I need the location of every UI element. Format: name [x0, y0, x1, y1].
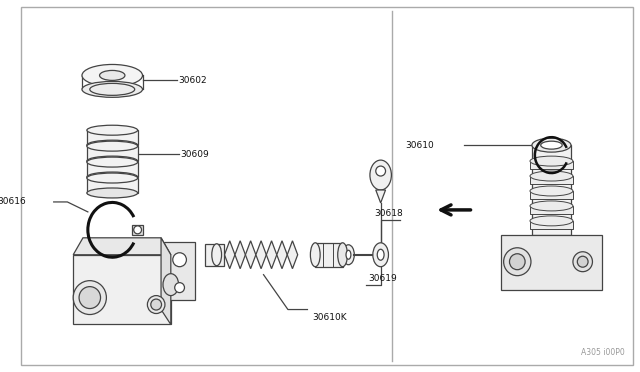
Bar	[530, 161, 573, 169]
Text: 30610K: 30610K	[312, 312, 347, 321]
Text: 30610: 30610	[405, 141, 434, 150]
Bar	[316, 243, 342, 267]
Ellipse shape	[373, 243, 388, 267]
Ellipse shape	[541, 141, 562, 149]
Bar	[532, 145, 571, 235]
Text: A305 i00P0: A305 i00P0	[581, 348, 625, 357]
Bar	[87, 146, 138, 161]
Ellipse shape	[577, 256, 588, 267]
Ellipse shape	[530, 171, 573, 181]
Bar	[530, 221, 573, 229]
Ellipse shape	[87, 125, 138, 135]
Ellipse shape	[87, 173, 138, 183]
Polygon shape	[256, 241, 266, 269]
Text: 30616: 30616	[0, 198, 26, 206]
Polygon shape	[161, 238, 171, 324]
Bar	[132, 225, 143, 235]
Ellipse shape	[87, 156, 138, 166]
Ellipse shape	[573, 252, 593, 272]
Ellipse shape	[82, 81, 143, 97]
Polygon shape	[245, 241, 256, 269]
Bar	[87, 130, 138, 145]
Ellipse shape	[147, 296, 165, 314]
Ellipse shape	[87, 188, 138, 198]
Polygon shape	[266, 241, 276, 269]
Ellipse shape	[530, 186, 573, 196]
Ellipse shape	[532, 138, 571, 152]
Polygon shape	[287, 241, 298, 269]
Ellipse shape	[87, 157, 138, 167]
Ellipse shape	[100, 70, 125, 80]
Ellipse shape	[530, 156, 573, 166]
Ellipse shape	[342, 245, 355, 265]
Ellipse shape	[82, 64, 143, 86]
Ellipse shape	[346, 250, 351, 259]
Polygon shape	[73, 238, 171, 255]
Ellipse shape	[87, 140, 138, 150]
Bar	[530, 176, 573, 184]
Bar	[87, 162, 138, 177]
Ellipse shape	[530, 201, 573, 211]
Circle shape	[175, 283, 184, 293]
Ellipse shape	[151, 299, 161, 310]
Circle shape	[173, 253, 186, 267]
Ellipse shape	[370, 160, 392, 190]
Ellipse shape	[509, 254, 525, 270]
Circle shape	[134, 226, 141, 234]
Ellipse shape	[87, 172, 138, 182]
Polygon shape	[225, 241, 235, 269]
Ellipse shape	[377, 249, 384, 260]
Polygon shape	[376, 190, 385, 203]
Ellipse shape	[73, 280, 106, 314]
Polygon shape	[73, 255, 171, 324]
Circle shape	[376, 166, 385, 176]
Bar	[87, 178, 138, 193]
Polygon shape	[235, 241, 245, 269]
Ellipse shape	[87, 141, 138, 151]
Bar	[205, 244, 225, 266]
Text: 30619: 30619	[368, 274, 397, 283]
Ellipse shape	[338, 243, 348, 267]
Ellipse shape	[79, 286, 100, 308]
Bar	[530, 206, 573, 214]
Bar	[530, 191, 573, 199]
Text: 30609: 30609	[180, 150, 209, 158]
Polygon shape	[164, 242, 195, 299]
Ellipse shape	[504, 248, 531, 276]
Bar	[500, 235, 602, 290]
Ellipse shape	[310, 243, 320, 267]
Ellipse shape	[530, 216, 573, 226]
Polygon shape	[276, 241, 287, 269]
Text: 30618: 30618	[374, 209, 403, 218]
Ellipse shape	[163, 274, 179, 296]
Ellipse shape	[212, 244, 221, 266]
Text: 30602: 30602	[179, 76, 207, 85]
